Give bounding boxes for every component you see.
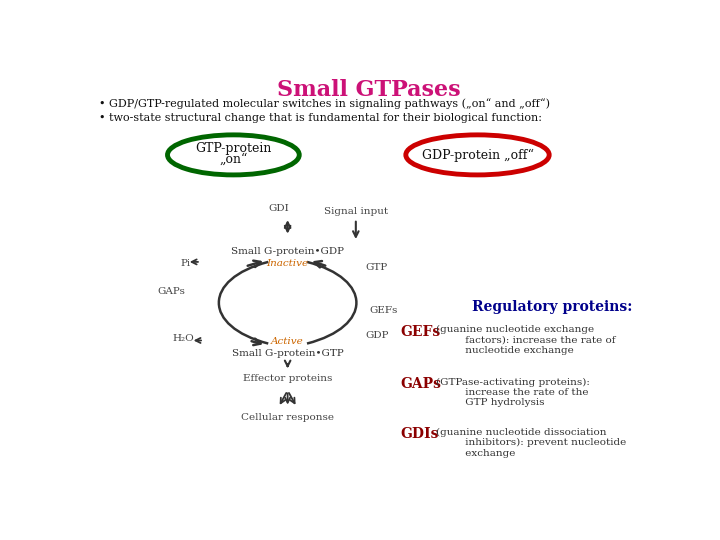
Text: GTP: GTP bbox=[365, 263, 387, 272]
Text: GEFs: GEFs bbox=[369, 306, 397, 315]
Text: GDIs: GDIs bbox=[400, 428, 438, 442]
Text: Effector proteins: Effector proteins bbox=[243, 374, 333, 383]
Text: Cellular response: Cellular response bbox=[241, 413, 334, 422]
Text: GAPs: GAPs bbox=[158, 287, 185, 296]
Text: GEFs: GEFs bbox=[400, 325, 440, 339]
Text: (GTPase-activating proteins):
         increase the rate of the
         GTP hyd: (GTPase-activating proteins): increase t… bbox=[436, 377, 590, 407]
Text: (guanine nucleotide exchange
         factors): increase the rate of
         nu: (guanine nucleotide exchange factors): i… bbox=[436, 325, 616, 355]
Text: „on“: „on“ bbox=[219, 153, 248, 166]
Text: Small G-protein•GDP: Small G-protein•GDP bbox=[231, 247, 344, 256]
Text: (guanine nucleotide dissociation
         inhibitors): prevent nucleotide
      : (guanine nucleotide dissociation inhibit… bbox=[436, 428, 626, 457]
Text: GAPs: GAPs bbox=[400, 377, 441, 392]
Text: • two-state structural change that is fundamental for their biological function:: • two-state structural change that is fu… bbox=[99, 112, 542, 123]
Text: Small G-protein•GTP: Small G-protein•GTP bbox=[232, 349, 343, 358]
Text: Pi: Pi bbox=[181, 259, 191, 268]
Text: H₂O: H₂O bbox=[173, 334, 194, 343]
Text: Active: Active bbox=[271, 338, 304, 347]
Text: Small GTPases: Small GTPases bbox=[277, 79, 461, 100]
Text: GDI: GDI bbox=[268, 205, 289, 213]
Text: GDP: GDP bbox=[365, 332, 389, 340]
Text: Inactive: Inactive bbox=[266, 259, 309, 268]
Text: GDP-protein „off“: GDP-protein „off“ bbox=[421, 148, 534, 161]
Text: Signal input: Signal input bbox=[324, 207, 388, 215]
Text: • GDP/GTP-regulated molecular switches in signaling pathways („on“ and „off“): • GDP/GTP-regulated molecular switches i… bbox=[99, 99, 550, 110]
Text: GTP-protein: GTP-protein bbox=[195, 142, 271, 155]
Text: Regulatory proteins:: Regulatory proteins: bbox=[472, 300, 632, 314]
